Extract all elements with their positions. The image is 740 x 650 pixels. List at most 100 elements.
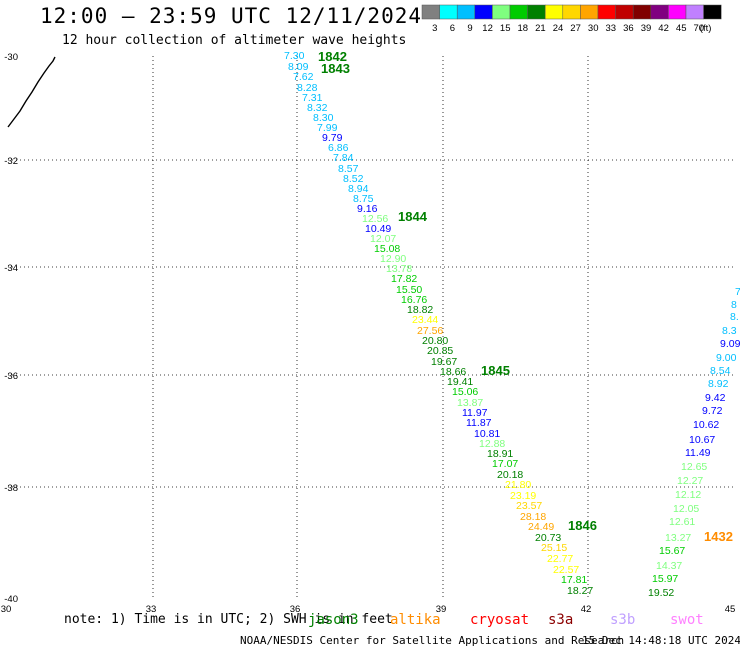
- lat-tick-label: -30: [4, 52, 18, 63]
- lat-tick-label: -40: [4, 594, 18, 605]
- swh-value: 7.99: [317, 122, 338, 134]
- lon-tick-label: 39: [436, 604, 447, 615]
- swh-value: 10.49: [365, 223, 391, 235]
- swh-value: 28.18: [520, 511, 546, 523]
- swh-value: 13.27: [665, 532, 691, 544]
- swh-value: 23.19: [510, 490, 536, 502]
- legend-label: 15: [500, 23, 511, 34]
- swh-value: 18.82: [407, 304, 433, 316]
- swh-value: 8.: [730, 311, 739, 323]
- swh-value: 9.72: [702, 405, 723, 417]
- swh-value: 13.87: [457, 397, 483, 409]
- coastline: [7, 56, 56, 128]
- swh-value: 15.67: [659, 545, 685, 557]
- altimeter-track-2: 788. 8.39.09 9.008.548.92 9.429.72 10.62 10.6…: [648, 286, 740, 599]
- swh-value: 22.77: [547, 553, 573, 565]
- swh-value: 12.07: [370, 233, 396, 245]
- swh-value: 10.81: [474, 428, 500, 440]
- lat-tick-label: -32: [4, 156, 18, 167]
- swh-value: 11.87: [466, 417, 492, 429]
- swh-value: 8.09: [288, 61, 309, 73]
- legend-label: 24: [553, 23, 564, 34]
- lat-tick-label: -34: [4, 263, 18, 274]
- swh-value: 8.30: [313, 112, 334, 124]
- lat-tick-label: -36: [4, 371, 18, 382]
- swh-value: 17.81: [561, 574, 587, 586]
- swh-value: 12.05: [673, 503, 699, 515]
- pass-label: 1842: [318, 49, 347, 64]
- swh-value: 6.86: [328, 142, 349, 154]
- lon-tick-label: 42: [581, 604, 592, 615]
- swh-value: 7.84: [333, 152, 354, 164]
- swh-value: 9.09: [720, 338, 740, 350]
- swh-value: 10.67: [689, 434, 715, 446]
- swh-value: 20.80: [422, 335, 448, 347]
- legend-label: 36: [623, 23, 634, 34]
- swh-value: 9.42: [705, 392, 726, 404]
- pass-label: 1432: [704, 529, 733, 544]
- map-subtitle: 12 hour collection of altimeter wave hei…: [62, 33, 407, 48]
- swh-value: 19.67: [431, 356, 457, 368]
- swh-value: 8.94: [348, 183, 369, 195]
- swh-value: 9.00: [716, 352, 737, 364]
- swh-value: 18.27: [567, 585, 593, 597]
- swh-value: 19.41: [447, 376, 473, 388]
- swh-value: 8.54: [710, 365, 731, 377]
- swh-value: 23.44: [412, 314, 438, 326]
- swh-value: 8.57: [338, 163, 359, 175]
- swh-value: 16.76: [401, 294, 427, 306]
- satellite-s3b: s3b: [610, 612, 636, 628]
- legend-label: 70: [694, 23, 705, 34]
- swh-value: 19.52: [648, 587, 674, 599]
- swh-value: 13.78: [386, 263, 412, 275]
- lat-lon-grid: [8, 56, 735, 598]
- swh-value: 11.49: [685, 447, 711, 459]
- swh-value: 8.3: [722, 325, 737, 337]
- swh-value: 8.75: [353, 193, 374, 205]
- pass-label: 1846: [568, 518, 597, 533]
- swh-value: 22.57: [553, 564, 579, 576]
- satellite-cryosat: cryosat: [470, 612, 530, 628]
- credit-timestamp: 15 Dec 14:48:18 UTC 2024: [582, 634, 740, 647]
- legend-label: 18: [518, 23, 529, 34]
- legend-swatch: [703, 4, 722, 20]
- swh-value: 20.18: [497, 469, 523, 481]
- lon-tick-label: 36: [290, 604, 301, 615]
- swh-value: 20.73: [535, 532, 561, 544]
- pass-label: 1844: [398, 209, 428, 224]
- swh-value: 20.85: [427, 345, 453, 357]
- lon-tick-label: 45: [725, 604, 736, 615]
- swh-value: 21.80: [505, 479, 531, 491]
- legend-label: 30: [588, 23, 599, 34]
- swh-value: 12.90: [380, 253, 406, 265]
- legend-label: 45: [676, 23, 687, 34]
- map-title: 12:00 – 23:59 UTC 12/11/2024: [40, 4, 423, 28]
- swh-value: 7.31: [302, 92, 323, 104]
- swh-value: 15.50: [396, 284, 422, 296]
- swh-value: 8.52: [343, 173, 364, 185]
- swh-value: 17.07: [492, 458, 518, 470]
- satellite-swot: swot: [670, 612, 704, 628]
- swh-value: 10.62: [693, 419, 719, 431]
- swh-value: 23.57: [516, 500, 542, 512]
- swh-value: 12.65: [681, 461, 707, 473]
- legend-label: 33: [606, 23, 617, 34]
- swh-value: 9.16: [357, 203, 378, 215]
- swh-value: 12.27: [677, 475, 703, 487]
- satellite-s3a: s3a: [548, 612, 574, 628]
- credit-text: NOAA/NESDIS Center for Satellite Applica…: [240, 634, 625, 647]
- satellite-altika: altika: [390, 612, 441, 628]
- lon-tick-label: 33: [146, 604, 157, 615]
- pass-label: 1845: [481, 363, 510, 378]
- swh-value: 18.66: [440, 366, 466, 378]
- swh-value: 7: [735, 286, 740, 298]
- swh-value: 8: [731, 299, 737, 311]
- swh-value: 15.06: [452, 386, 478, 398]
- legend-label: 9: [467, 23, 472, 34]
- swh-value: 8.32: [307, 102, 328, 114]
- swh-value: 12.56: [362, 213, 388, 225]
- swh-value: 25.15: [541, 542, 567, 554]
- legend-label: 27: [570, 23, 581, 34]
